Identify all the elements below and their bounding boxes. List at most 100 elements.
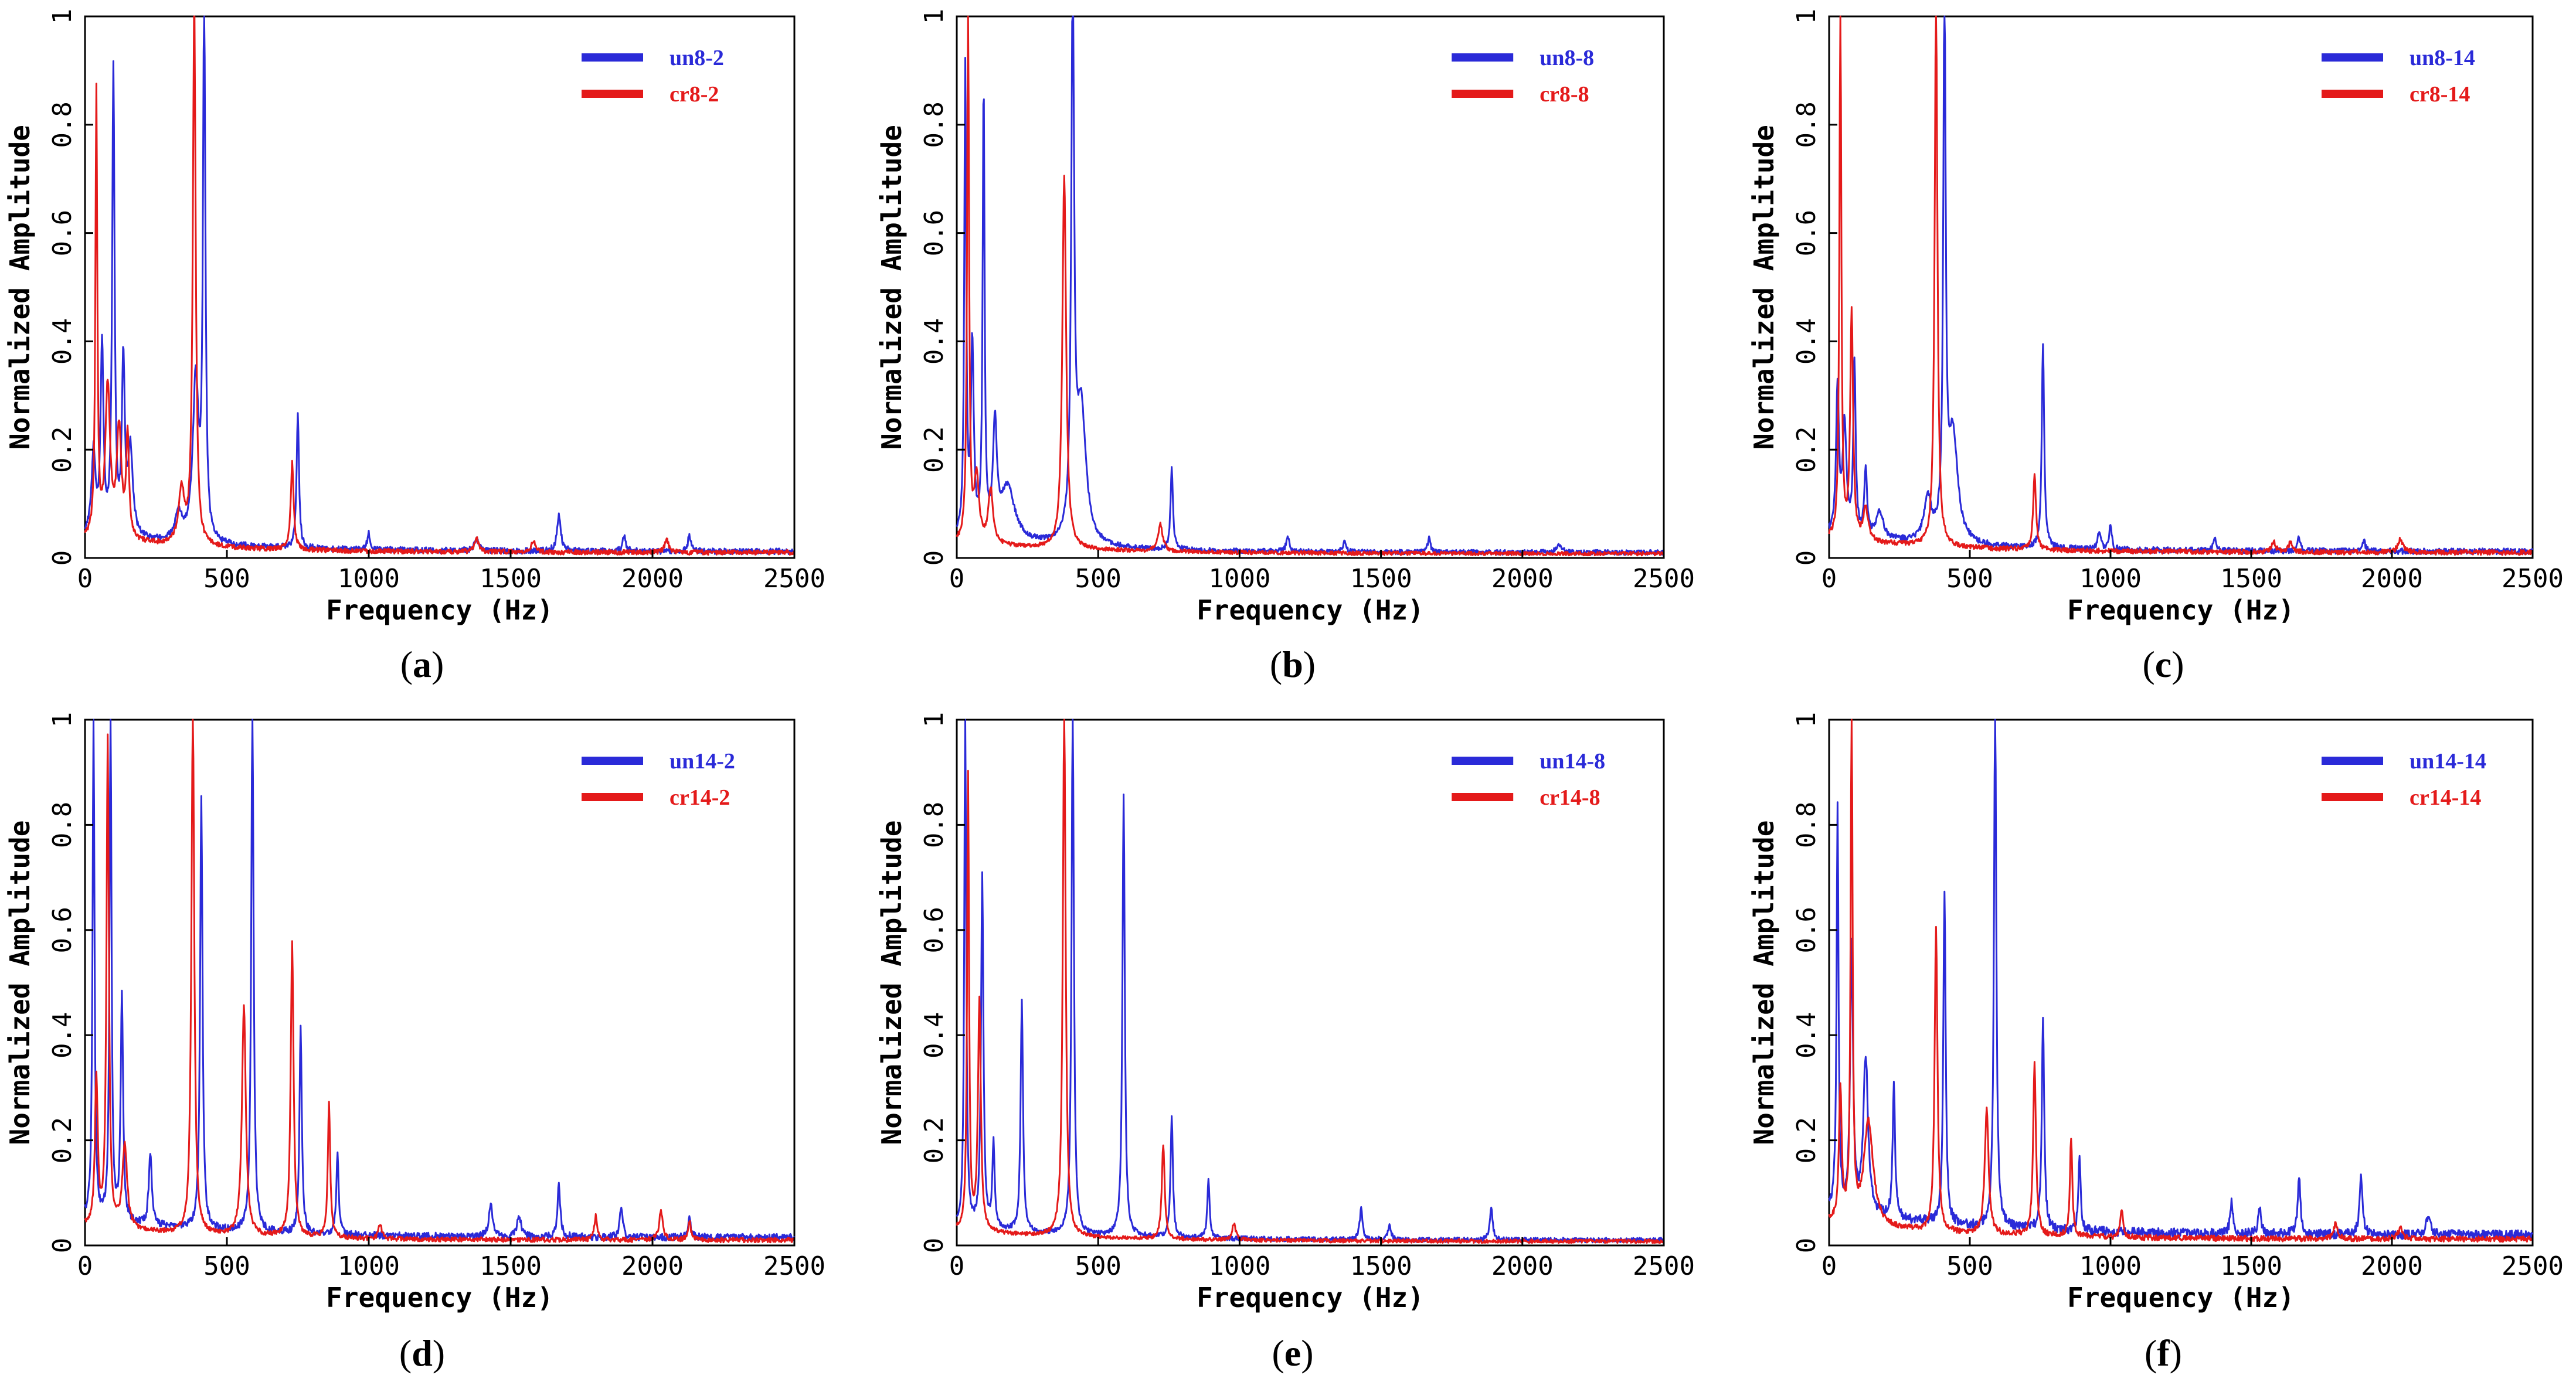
- panel-e-x-tick-label: 2000: [1491, 1251, 1554, 1281]
- panel-b-y-axis-label: Normalized Amplitude: [876, 125, 908, 450]
- panel-f-x-tick-label: 500: [1946, 1251, 1993, 1281]
- panel-b-x-tick-label: 1000: [1208, 564, 1270, 594]
- panel-b-y-tick-label: 0: [919, 550, 949, 566]
- panel-d-y-tick-label: 0.8: [47, 802, 77, 848]
- panel-f-legend-label-cr14-14: cr14-14: [2410, 785, 2481, 810]
- panel-e-caption: (e): [1272, 1332, 1313, 1374]
- panel-a-series-cr8-2: [84, 15, 796, 556]
- panel-a-y-tick-label: 0.4: [47, 318, 77, 365]
- panel-a-y-tick-label: 1: [47, 9, 77, 25]
- panel-b-y-tick-label: 0.2: [919, 426, 949, 472]
- panel-f-y-tick-label: 0.8: [1792, 802, 1821, 848]
- panel-b-plot-frame: [956, 15, 1665, 559]
- panel-b-x-tick-label: 0: [949, 564, 965, 594]
- panel-a-y-axis-label: Normalized Amplitude: [4, 125, 36, 450]
- panel-f-series-cr14-14: [1828, 719, 2533, 1243]
- panel-e-x-tick-label: 1500: [1350, 1251, 1412, 1281]
- panel-b-x-tick-label: 2500: [1633, 564, 1695, 594]
- panel-a: 0 500 1000 1500 2000 2500 0 0.2 0.4 0.6 0.8 1 Freque…: [4, 9, 825, 685]
- panel-e-caption-open: (: [1272, 1332, 1284, 1374]
- panel-b-caption-letter: b: [1282, 644, 1303, 685]
- panel-f: 0 500 1000 1500 2000 2500 0 0.2 0.4 0.6 0.8 1 Freque…: [1748, 712, 2564, 1374]
- panel-b-x-axis-label: Frequency (Hz): [1197, 594, 1424, 626]
- panel-c-x-tick-label: 2000: [2361, 564, 2423, 594]
- panel-c-y-axis-label: Normalized Amplitude: [1748, 125, 1780, 450]
- panel-c-y-tick-label: 0: [1792, 550, 1821, 566]
- panel-e-plot-frame: [956, 719, 1665, 1247]
- panel-e-legend-label-cr14-8: cr14-8: [1540, 785, 1600, 810]
- panel-e-y-tick-label: 0.2: [919, 1117, 949, 1163]
- panel-d-caption-close: ): [433, 1332, 445, 1374]
- panel-a-y-tick-label: 0: [47, 550, 77, 566]
- panel-e-caption-letter: e: [1284, 1332, 1301, 1374]
- panel-d-caption-letter: d: [412, 1332, 433, 1374]
- panel-b-legend-label-cr8-8: cr8-8: [1540, 82, 1589, 107]
- panel-b-caption-close: ): [1303, 644, 1316, 685]
- panel-a-x-tick-label: 1500: [480, 564, 542, 594]
- panel-e-x-tick-label: 0: [949, 1251, 965, 1281]
- panel-c-caption-open: (: [2142, 644, 2154, 685]
- panel-b-caption: (b): [1270, 644, 1316, 685]
- panel-a-x-tick-label: 1000: [338, 564, 400, 594]
- panel-b-series-cr8-8: [956, 15, 1665, 557]
- panel-d-legend-label-cr14-2: cr14-2: [670, 785, 730, 810]
- panel-c-y-tick-label: 0.6: [1792, 210, 1821, 256]
- panel-c-caption-letter: c: [2155, 644, 2171, 685]
- panel-e: 0 500 1000 1500 2000 2500 0 0.2 0.4 0.6 0.8 1 Freque…: [876, 712, 1695, 1374]
- panel-b-caption-open: (: [1270, 644, 1282, 685]
- panel-d: 0 500 1000 1500 2000 2500 0 0.2 0.4 0.6 0.8 1 Freque…: [4, 712, 825, 1374]
- panel-c-caption-close: ): [2171, 644, 2184, 685]
- panel-d-x-axis-label: Frequency (Hz): [326, 1282, 553, 1313]
- panel-b-y-tick-label: 0.4: [919, 318, 949, 365]
- panel-e-x-tick-label: 2500: [1633, 1251, 1695, 1281]
- panel-c-y-tick-label: 0.8: [1792, 101, 1821, 148]
- panel-b-y-tick-label: 0.8: [919, 101, 949, 148]
- panel-e-y-axis-label: Normalized Amplitude: [876, 821, 908, 1145]
- panel-e-series-cr14-8: [956, 719, 1665, 1244]
- panel-d-y-tick-label: 0.4: [47, 1012, 77, 1058]
- panel-a-x-tick-label: 2500: [763, 564, 825, 594]
- panel-e-x-tick-label: 500: [1075, 1251, 1121, 1281]
- panel-a-caption-open: (: [400, 644, 413, 685]
- panel-f-caption-close: ): [2170, 1332, 2182, 1374]
- panel-a-y-tick-label: 0.8: [47, 101, 77, 148]
- panel-a-caption-close: ): [431, 644, 444, 685]
- panel-d-y-tick-label: 1: [47, 712, 77, 728]
- panel-d-x-tick-label: 1000: [338, 1251, 400, 1281]
- panel-c: 0 500 1000 1500 2000 2500 0 0.2 0.4 0.6 0.8 1 Freque…: [1748, 9, 2564, 685]
- panel-c-x-tick-label: 1500: [2220, 564, 2282, 594]
- panel-a-plot-frame: [84, 15, 796, 559]
- panel-d-series-cr14-2: [84, 719, 796, 1244]
- panel-c-x-tick-label: 0: [1821, 564, 1837, 594]
- panel-f-legend-label-un14-14: un14-14: [2410, 749, 2486, 774]
- panel-a-legend-label-un8-2: un8-2: [670, 46, 724, 70]
- panel-f-caption-letter: f: [2157, 1332, 2170, 1374]
- panel-f-y-tick-label: 0.2: [1792, 1117, 1821, 1163]
- panel-e-y-tick-label: 0: [919, 1238, 949, 1254]
- panel-d-x-tick-label: 2000: [621, 1251, 684, 1281]
- panel-d-caption: (d): [399, 1332, 445, 1374]
- panel-f-caption-open: (: [2145, 1332, 2157, 1374]
- panel-e-y-tick-label: 0.6: [919, 907, 949, 953]
- panel-c-x-tick-label: 1000: [2079, 564, 2142, 594]
- panel-c-x-axis-label: Frequency (Hz): [2067, 594, 2295, 626]
- panel-a-caption: (a): [400, 644, 444, 685]
- panel-a-y-tick-label: 0.6: [47, 210, 77, 256]
- panel-c-plot-frame: [1828, 15, 2534, 559]
- panel-f-x-tick-label: 2500: [2502, 1251, 2564, 1281]
- panel-d-legend-label-un14-2: un14-2: [670, 749, 735, 774]
- panel-f-x-tick-label: 1500: [2220, 1251, 2282, 1281]
- panel-c-x-tick-label: 2500: [2502, 564, 2564, 594]
- panel-a-caption-letter: a: [413, 644, 431, 685]
- panel-d-y-tick-label: 0.2: [47, 1117, 77, 1163]
- panel-e-y-tick-label: 0.4: [919, 1012, 949, 1058]
- panel-d-plot-frame: [84, 719, 796, 1247]
- panel-b-x-tick-label: 2000: [1491, 564, 1554, 594]
- panel-f-x-tick-label: 1000: [2079, 1251, 2142, 1281]
- panel-e-x-axis-label: Frequency (Hz): [1197, 1282, 1424, 1313]
- panel-b-x-tick-label: 1500: [1350, 564, 1412, 594]
- panel-b-y-tick-label: 1: [919, 9, 949, 25]
- panel-c-y-tick-label: 0.2: [1792, 426, 1821, 472]
- panel-f-plot-frame: [1828, 719, 2534, 1247]
